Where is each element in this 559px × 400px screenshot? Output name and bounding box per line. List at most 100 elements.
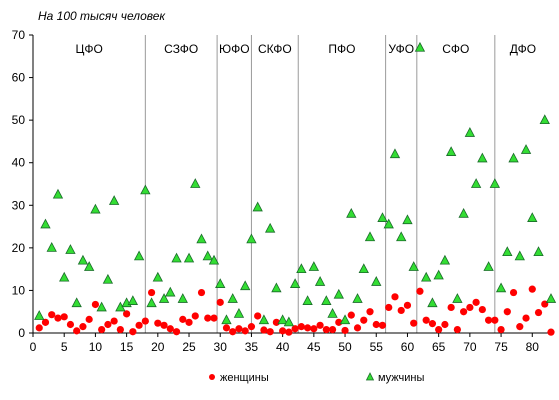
female-point <box>472 298 480 306</box>
female-point <box>503 308 511 316</box>
female-point <box>509 288 518 297</box>
female-point <box>297 323 305 331</box>
male-point <box>308 261 320 271</box>
male-point <box>84 261 95 271</box>
female-point <box>98 325 106 334</box>
female-point <box>484 316 493 324</box>
female-point <box>247 323 256 331</box>
male-point <box>289 278 301 288</box>
male-point <box>302 295 313 305</box>
female-point <box>534 308 543 317</box>
male-point <box>545 293 557 303</box>
x-tick-labels: 0 5 10 15 20 25 30 35 40 45 50 55 60 65 70 75 80 <box>30 333 539 354</box>
male-point <box>364 231 376 242</box>
y-tick-label: 70 <box>12 28 26 42</box>
female-point <box>516 323 524 331</box>
male-point <box>352 293 363 303</box>
female-point <box>435 325 443 334</box>
female-point <box>522 314 530 322</box>
male-point <box>458 207 469 218</box>
x-tick-label: 10 <box>89 340 103 354</box>
female-point <box>491 316 499 324</box>
female-point <box>54 314 62 322</box>
male-point <box>421 271 432 282</box>
male-point <box>433 269 444 280</box>
female-point <box>85 315 93 323</box>
female-point <box>191 312 199 320</box>
y-tick-labels: 0 10 20 30 40 50 60 70 <box>12 28 33 340</box>
female-point <box>360 316 368 324</box>
male-point <box>246 233 257 244</box>
male-point <box>190 178 201 188</box>
female-point <box>254 312 262 320</box>
region-label: ЦФО <box>75 42 102 56</box>
female-point <box>316 321 324 329</box>
female-point <box>141 317 149 325</box>
female-point <box>422 316 430 324</box>
female-point <box>222 324 231 332</box>
female-point <box>347 311 355 319</box>
y-tick-label: 10 <box>12 283 26 297</box>
male-point <box>146 297 157 308</box>
female-point <box>172 328 181 336</box>
male-point <box>333 288 344 299</box>
male-point <box>371 276 382 286</box>
x-tick-label: 30 <box>214 340 228 354</box>
male-point <box>59 271 70 282</box>
x-tick-label: 35 <box>245 340 259 354</box>
y-tick-label: 50 <box>12 113 26 127</box>
male-point <box>296 263 307 274</box>
male-point <box>520 144 532 154</box>
male-point <box>283 316 295 327</box>
male-point <box>533 246 544 257</box>
female-point <box>66 320 75 329</box>
region-dividers <box>144 35 496 333</box>
x-tick-label: 0 <box>30 340 37 354</box>
male-point <box>77 254 89 265</box>
male-point <box>133 250 145 261</box>
x-tick-label: 50 <box>338 340 352 354</box>
y-tick-label: 30 <box>12 198 26 212</box>
male-point <box>71 297 82 308</box>
male-point <box>495 282 507 293</box>
male-point <box>102 273 114 284</box>
male-point <box>40 218 51 229</box>
male-point <box>165 286 176 297</box>
female-point <box>204 314 212 322</box>
female-point <box>460 308 468 316</box>
female-point <box>241 327 249 335</box>
male-point <box>489 178 500 188</box>
male-point <box>152 271 163 282</box>
female-point <box>210 314 218 322</box>
male-point <box>240 280 251 291</box>
male-point <box>34 310 45 320</box>
male-point <box>377 212 388 222</box>
male-point <box>358 263 369 274</box>
legend-female-marker <box>209 374 215 380</box>
male-point <box>339 314 351 325</box>
male-point <box>264 222 276 233</box>
data-points <box>34 41 557 336</box>
female-point <box>41 318 50 326</box>
female-point <box>179 315 187 323</box>
male-point <box>477 152 488 163</box>
female-point <box>528 285 536 293</box>
male-point <box>96 301 107 312</box>
female-point <box>229 328 237 336</box>
male-point <box>258 314 270 325</box>
female-point <box>154 319 162 327</box>
female-point <box>35 324 43 332</box>
female-point <box>497 325 505 334</box>
female-point <box>110 317 118 325</box>
region-label: ЮФО <box>219 42 250 56</box>
x-tick-label: 65 <box>432 340 446 354</box>
female-point <box>73 327 81 335</box>
female-point <box>147 288 156 297</box>
legend-label: мужчины <box>378 372 424 384</box>
male-point <box>208 254 220 265</box>
male-point <box>277 314 288 325</box>
female-point <box>441 320 449 329</box>
female-point <box>160 321 168 329</box>
male-point <box>327 307 338 318</box>
female-point <box>48 311 56 319</box>
